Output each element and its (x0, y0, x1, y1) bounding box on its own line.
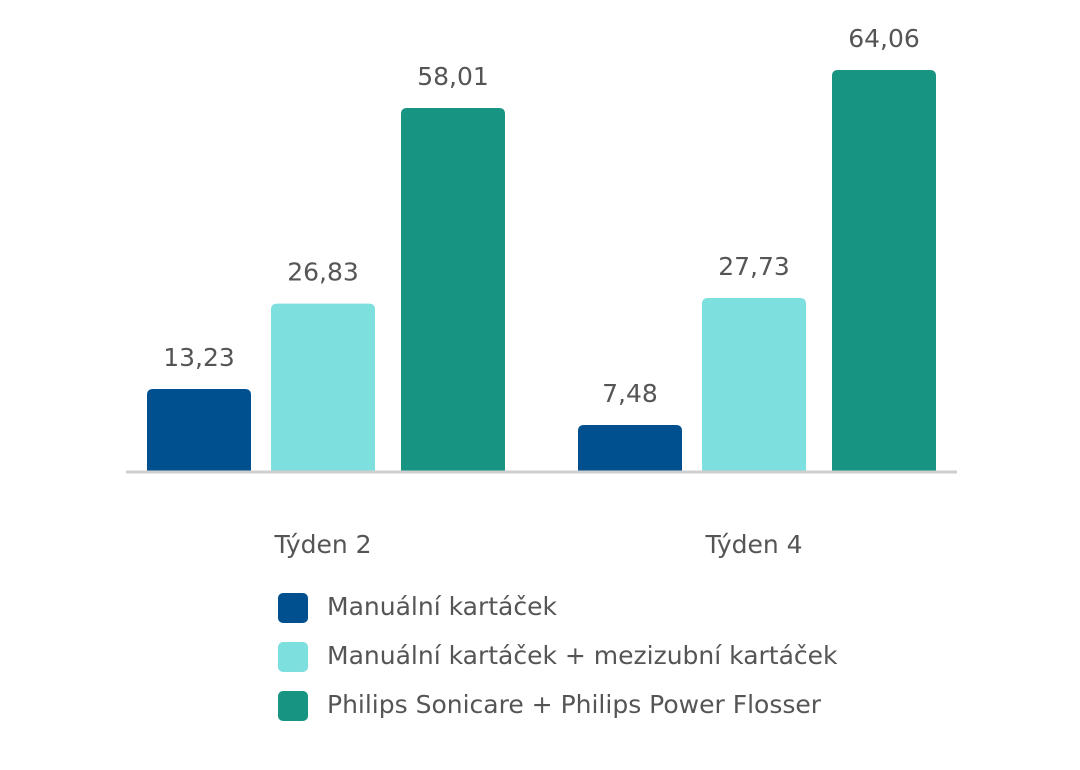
value-label: 13,23 (163, 343, 235, 372)
value-label: 64,06 (848, 24, 920, 53)
value-label: 26,83 (287, 258, 359, 287)
legend-label: Manuální kartáček (327, 592, 557, 621)
bar (832, 70, 936, 472)
value-label: 27,73 (718, 252, 790, 281)
x-tick-label: Týden 4 (704, 530, 802, 559)
value-label: 7,48 (602, 379, 658, 408)
legend-swatch (278, 593, 308, 623)
legend-swatch (278, 642, 308, 672)
legend-swatch (278, 691, 308, 721)
value-label: 58,01 (417, 62, 489, 91)
bar (401, 107, 505, 472)
bar (578, 425, 682, 472)
x-tick-label: Týden 2 (273, 530, 371, 559)
legend-label: Philips Sonicare + Philips Power Flosser (327, 690, 822, 719)
bar (147, 388, 251, 472)
legend-label: Manuální kartáček + mezizubní kartáček (327, 641, 838, 670)
bar (702, 297, 806, 472)
baseline (126, 470, 957, 474)
bar (271, 303, 375, 472)
